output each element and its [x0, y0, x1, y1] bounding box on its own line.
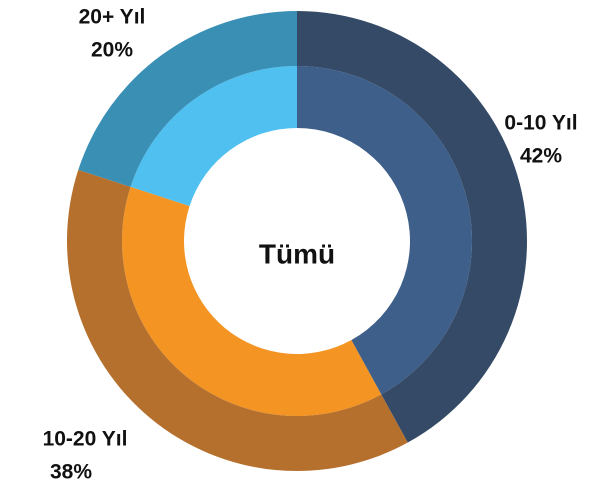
inner-segment: [297, 66, 472, 395]
segment-label: 20+ Yıl: [79, 6, 146, 29]
outer-segment: [297, 11, 527, 443]
center-label: Tümü: [259, 238, 335, 269]
segment-value-label: 20%: [91, 39, 133, 62]
inner-segment: [122, 186, 382, 416]
outer-segment: [78, 11, 297, 187]
segment-value-label: 38%: [50, 461, 92, 484]
segment-label: 0-10 Yıl: [504, 112, 577, 135]
segment-label: 10-20 Yıl: [43, 428, 128, 451]
segment-value-label: 42%: [520, 145, 562, 168]
inner-segment: [130, 66, 297, 207]
outer-segment: [67, 169, 408, 471]
